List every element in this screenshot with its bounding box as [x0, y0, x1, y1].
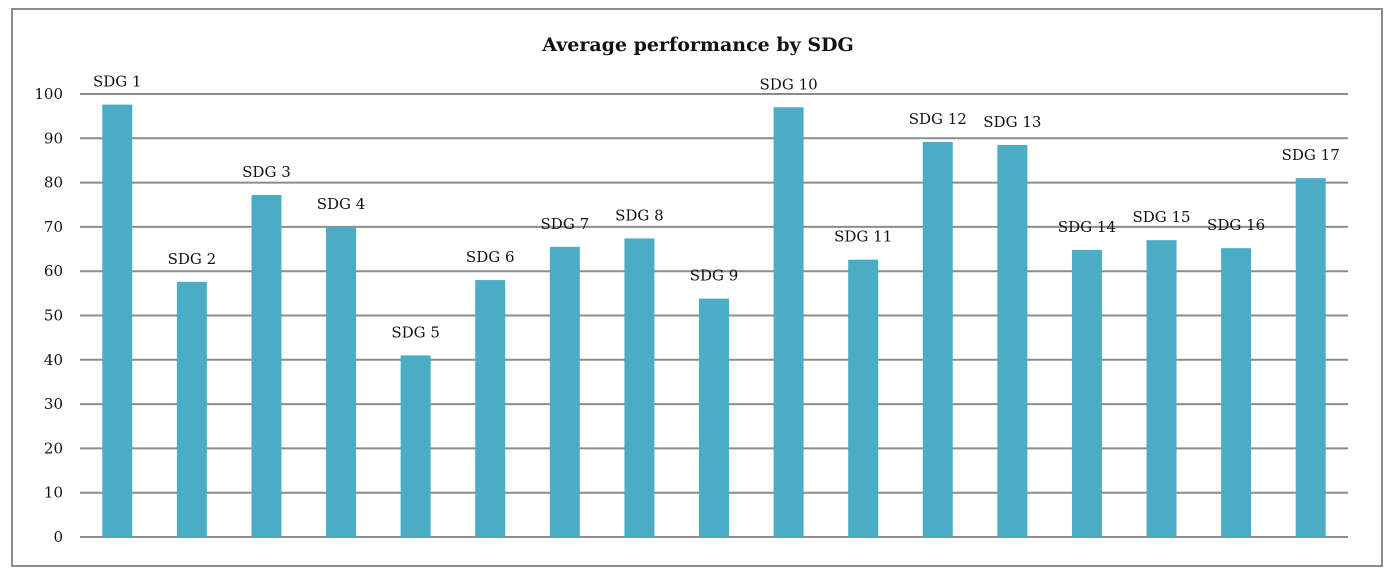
bar-label: SDG 15 [1132, 208, 1190, 226]
bar-sdg-11 [848, 259, 879, 537]
bar-label: SDG 12 [909, 110, 967, 128]
bar-label: SDG 2 [168, 250, 217, 268]
bar-sdg-15 [1146, 240, 1177, 537]
bar-sdg-4 [326, 226, 357, 537]
bar-label: SDG 4 [317, 195, 366, 213]
bar-label: SDG 6 [466, 248, 515, 266]
bar-sdg-3 [251, 195, 282, 537]
data-labels: SDG 1 SDG 2 SDG 3 SDG 4 SDG 5 SDG 6 SDG 7 SDG 8… [93, 73, 1340, 342]
y-tick-label: 20 [44, 439, 63, 457]
y-tick-label: 100 [34, 85, 63, 103]
bars [102, 104, 1326, 538]
bar-sdg-16 [1221, 248, 1252, 537]
y-tick-label: 0 [53, 528, 63, 546]
bar-sdg-9 [699, 298, 729, 537]
bar-label: SDG 8 [615, 206, 664, 224]
bar-label: SDG 17 [1282, 146, 1340, 164]
bar-sdg-10 [773, 107, 804, 537]
bar-label: SDG 9 [690, 267, 739, 285]
bar-sdg-8 [624, 238, 655, 537]
bar-sdg-14 [1071, 249, 1102, 537]
y-axis-ticks: 0 10 20 30 40 50 60 70 80 90 100 [34, 85, 63, 546]
y-tick-label: 60 [44, 262, 63, 280]
bar-label: SDG 16 [1207, 216, 1265, 234]
gridlines [80, 93, 1348, 538]
bar-label: SDG 13 [983, 113, 1041, 131]
chart-title: Average performance by SDG [541, 34, 854, 56]
y-tick-label: 70 [44, 218, 63, 236]
bar-sdg-2 [176, 281, 207, 537]
bar-sdg-13 [997, 144, 1028, 537]
bar-label: SDG 7 [541, 215, 590, 233]
y-tick-label: 30 [44, 395, 63, 413]
bar-sdg-6 [475, 280, 506, 537]
y-tick-label: 80 [44, 174, 63, 192]
bar-sdg-5 [400, 355, 431, 537]
bar-label: SDG 10 [760, 75, 818, 93]
y-tick-label: 50 [44, 307, 63, 325]
bar-label: SDG 3 [242, 163, 291, 181]
bar-sdg-7 [549, 246, 580, 537]
bar-label: SDG 14 [1058, 218, 1116, 236]
y-tick-label: 40 [44, 351, 63, 369]
bar-sdg-17 [1295, 178, 1326, 538]
bar-label: SDG 11 [834, 228, 892, 246]
y-tick-label: 10 [44, 484, 63, 502]
bar-label: SDG 1 [93, 73, 142, 91]
y-tick-label: 90 [44, 129, 63, 147]
bar-sdg-12 [922, 141, 953, 537]
bar-label: SDG 5 [391, 323, 440, 341]
bar-sdg-1 [102, 104, 133, 537]
